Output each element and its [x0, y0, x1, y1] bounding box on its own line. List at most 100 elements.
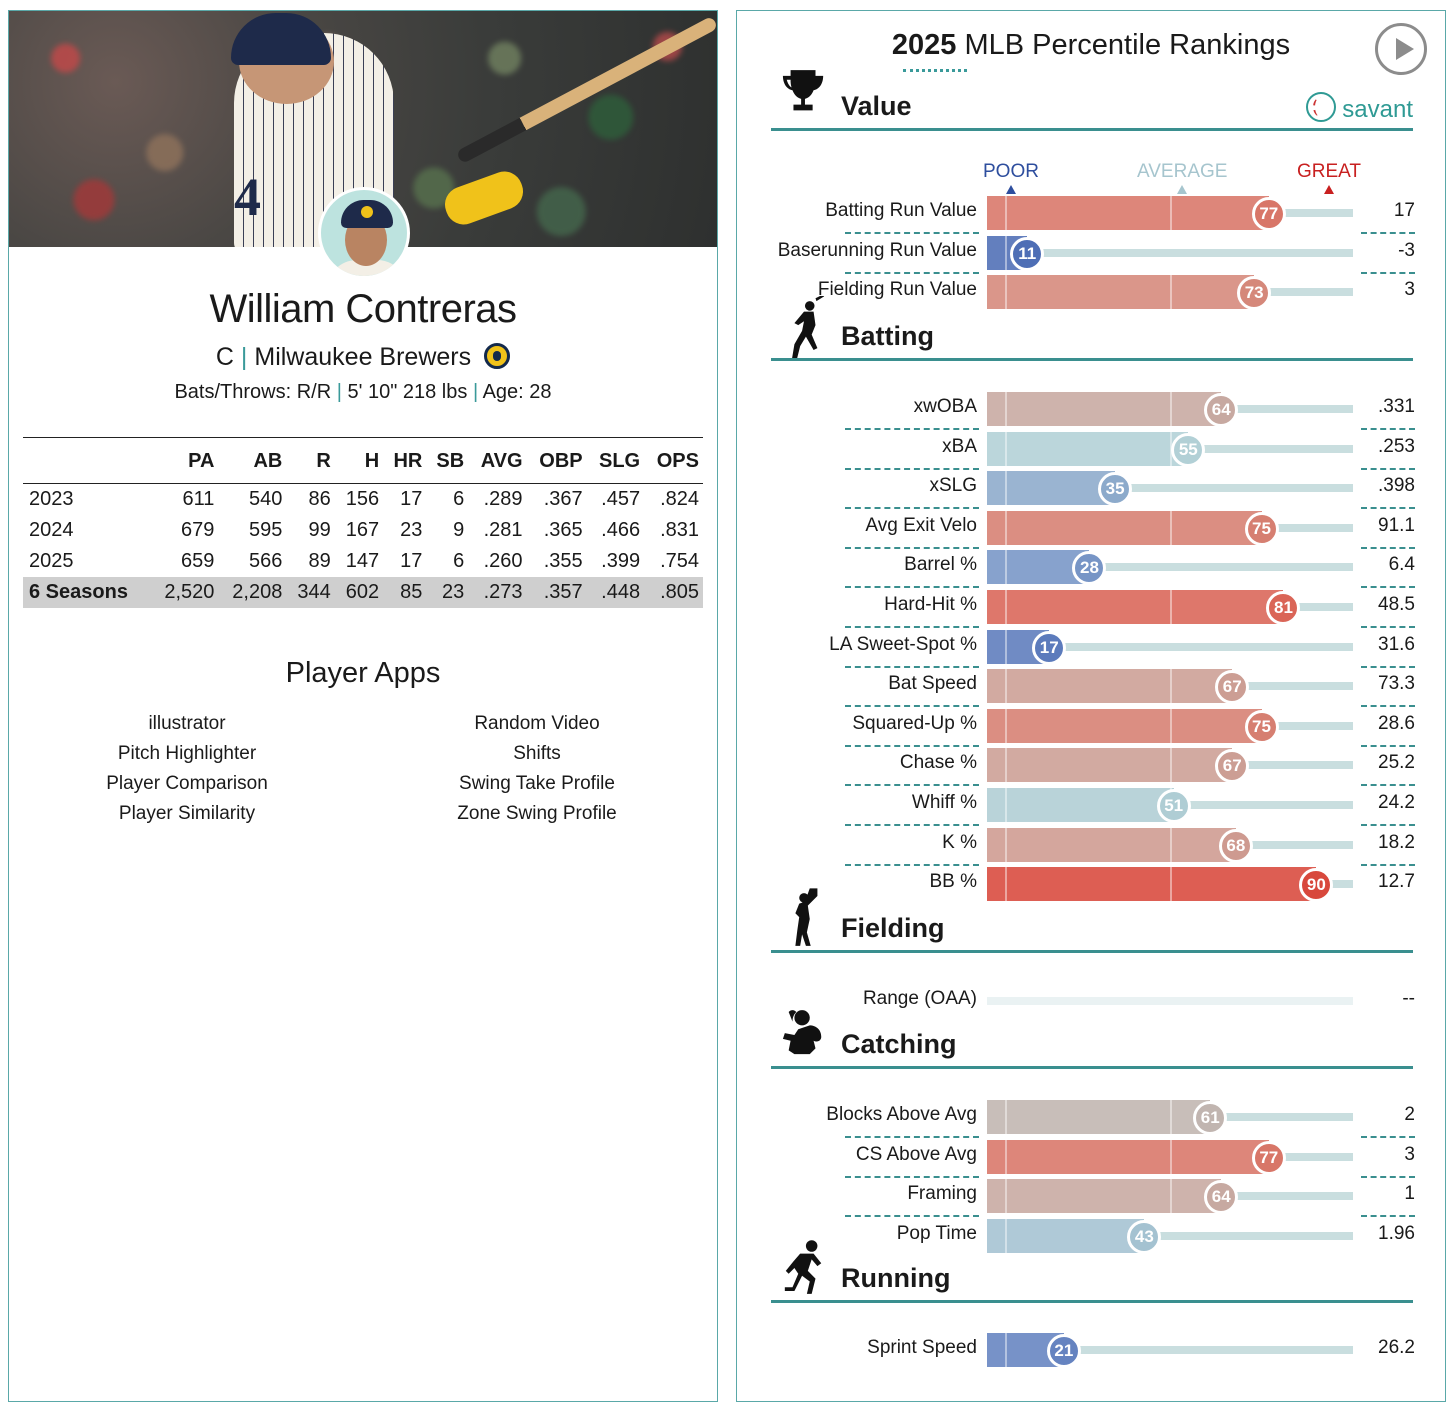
- percentile-bubble[interactable]: 35: [1098, 472, 1133, 507]
- savant-logo-link[interactable]: savant: [1306, 92, 1413, 124]
- app-link-illustrator[interactable]: illustrator: [148, 713, 226, 734]
- separator: |: [336, 381, 342, 403]
- row-divider: [845, 1136, 979, 1138]
- percentile-rankings-card: 2025 MLB Percentile Rankings POOR AVERAG…: [736, 10, 1446, 1402]
- percentile-guide-line: [1170, 275, 1172, 310]
- metric-value: 3: [1404, 279, 1415, 301]
- percentile-guide-line: [1170, 1139, 1172, 1174]
- percentile-bubble[interactable]: 28: [1072, 551, 1107, 586]
- metric-row[interactable]: BB % 90 12.7: [737, 867, 1445, 903]
- percentile-bubble[interactable]: 81: [1266, 591, 1301, 625]
- percentile-bubble[interactable]: 51: [1156, 789, 1191, 823]
- metric-row[interactable]: Batting Run Value 77 17: [737, 196, 1445, 234]
- app-link-swing-take-profile[interactable]: Swing Take Profile: [459, 773, 615, 794]
- metric-row[interactable]: K % 68 18.2: [737, 827, 1445, 866]
- section-header-catching: Catching: [771, 1010, 1413, 1069]
- metric-row[interactable]: Hard-Hit % 81 48.5: [737, 590, 1445, 628]
- stats-header-h: H: [334, 437, 384, 484]
- app-link-pitch-highlighter[interactable]: Pitch Highlighter: [117, 743, 257, 764]
- season-year[interactable]: 2025: [891, 29, 957, 61]
- app-link-zone-swing-profile[interactable]: Zone Swing Profile: [457, 803, 617, 824]
- percentile-track: [987, 248, 1353, 257]
- metric-value: .253: [1378, 435, 1415, 457]
- stats-cell: .466: [601, 519, 641, 541]
- metric-row[interactable]: Baserunning Run Value 11 -3: [737, 235, 1445, 274]
- percentile-bubble[interactable]: 11: [1010, 236, 1045, 271]
- metric-row[interactable]: Sprint Speed 21 26.2: [737, 1333, 1445, 1368]
- metric-value: 73.3: [1378, 673, 1415, 695]
- stats-cell: 167: [345, 519, 380, 541]
- percentile-bubble[interactable]: 21: [1046, 1334, 1081, 1368]
- stats-cell: .457: [601, 488, 641, 510]
- app-link-shifts[interactable]: Shifts: [513, 743, 561, 764]
- player-bio: Bats/Throws: R/R | 5' 10" 218 lbs | Age:…: [9, 381, 717, 404]
- percentile-guide-line: [1005, 629, 1008, 664]
- metric-label: Sprint Speed: [867, 1337, 977, 1358]
- percentile-bubble[interactable]: 64: [1204, 393, 1239, 427]
- percentile-bubble[interactable]: 43: [1127, 1219, 1162, 1254]
- metric-value: 2: [1404, 1104, 1415, 1125]
- metric-row[interactable]: Pop Time 43 1.96: [737, 1218, 1445, 1254]
- metric-row[interactable]: Blocks Above Avg 61 2: [737, 1100, 1445, 1138]
- metric-row[interactable]: Framing 64 1: [737, 1179, 1445, 1218]
- metric-row[interactable]: Whiff % 51 24.2: [737, 788, 1445, 826]
- percentile-bubble[interactable]: 75: [1244, 511, 1279, 546]
- play-icon[interactable]: [1375, 23, 1427, 75]
- percentile-guide-line: [1005, 1333, 1008, 1367]
- percentile-guide-line: [1005, 431, 1008, 466]
- percentile-bubble[interactable]: 61: [1193, 1101, 1228, 1135]
- app-link-random-video[interactable]: Random Video: [474, 713, 600, 734]
- row-divider: [1361, 232, 1415, 234]
- metric-row[interactable]: LA Sweet-Spot % 17 31.6: [737, 629, 1445, 668]
- percentile-bubble[interactable]: 55: [1171, 432, 1206, 467]
- metric-label: Squared-Up %: [852, 712, 977, 734]
- stats-cell: 156: [345, 488, 380, 510]
- metric-row[interactable]: CS Above Avg 77 3: [737, 1139, 1445, 1178]
- percentile-bubble[interactable]: 73: [1237, 276, 1272, 311]
- percentile-bubble[interactable]: 17: [1032, 630, 1067, 665]
- percentile-bubble[interactable]: 67: [1215, 670, 1250, 705]
- metric-label: Batting Run Value: [825, 200, 977, 221]
- percentile-bubble[interactable]: 77: [1251, 197, 1286, 231]
- metric-row[interactable]: Barrel % 28 6.4: [737, 550, 1445, 589]
- percentile-bubble[interactable]: 67: [1215, 749, 1250, 784]
- percentile-bar: [987, 431, 1189, 466]
- stats-cell: .824: [660, 488, 699, 510]
- metric-row[interactable]: xBA 55 .253: [737, 431, 1445, 470]
- metric-row[interactable]: Bat Speed 67 73.3: [737, 669, 1445, 708]
- app-link-player-similarity[interactable]: Player Similarity: [118, 803, 256, 824]
- percentile-track: [987, 563, 1353, 572]
- row-divider: [1361, 507, 1415, 510]
- stats-cell: 566: [248, 550, 283, 572]
- team-name[interactable]: Milwaukee Brewers: [254, 343, 472, 371]
- stats-cell: 595: [248, 519, 283, 541]
- metric-row[interactable]: Avg Exit Velo 75 91.1: [737, 510, 1445, 549]
- app-link-player-comparison[interactable]: Player Comparison: [106, 773, 268, 794]
- row-divider: [1361, 626, 1415, 628]
- metric-label: Whiff %: [911, 792, 977, 813]
- stats-header-ops: OPS: [644, 437, 703, 484]
- stats-cell: .399: [601, 550, 641, 572]
- percentile-guide-line: [1170, 748, 1172, 783]
- percentile-guide-line: [1005, 196, 1008, 230]
- metric-row[interactable]: Chase % 67 25.2: [737, 748, 1445, 787]
- metric-label: BB %: [929, 871, 977, 893]
- metric-row[interactable]: Range (OAA) --: [737, 984, 1445, 1018]
- percentile-bubble[interactable]: 68: [1218, 828, 1253, 863]
- runner-icon: [784, 1240, 822, 1294]
- percentile-bar: [987, 669, 1233, 704]
- metric-row[interactable]: xwOBA 64 .331: [737, 392, 1445, 430]
- metric-row[interactable]: Squared-Up % 75 28.6: [737, 708, 1445, 747]
- row-divider: [845, 1215, 979, 1218]
- metric-label: xBA: [942, 435, 977, 457]
- metric-value: 1.96: [1378, 1222, 1415, 1244]
- percentile-rankings-title: 2025 MLB Percentile Rankings: [737, 29, 1445, 62]
- metric-row[interactable]: xSLG 35 .398: [737, 471, 1445, 510]
- percentile-bubble[interactable]: 90: [1299, 868, 1334, 903]
- percentile-guide-line: [1005, 669, 1008, 704]
- percentile-bubble[interactable]: 75: [1244, 709, 1279, 744]
- percentile-bubble[interactable]: 64: [1204, 1180, 1239, 1215]
- metric-value: 31.6: [1378, 633, 1415, 655]
- metric-row[interactable]: Fielding Run Value 73 3: [737, 275, 1445, 311]
- percentile-bubble[interactable]: 77: [1251, 1140, 1286, 1175]
